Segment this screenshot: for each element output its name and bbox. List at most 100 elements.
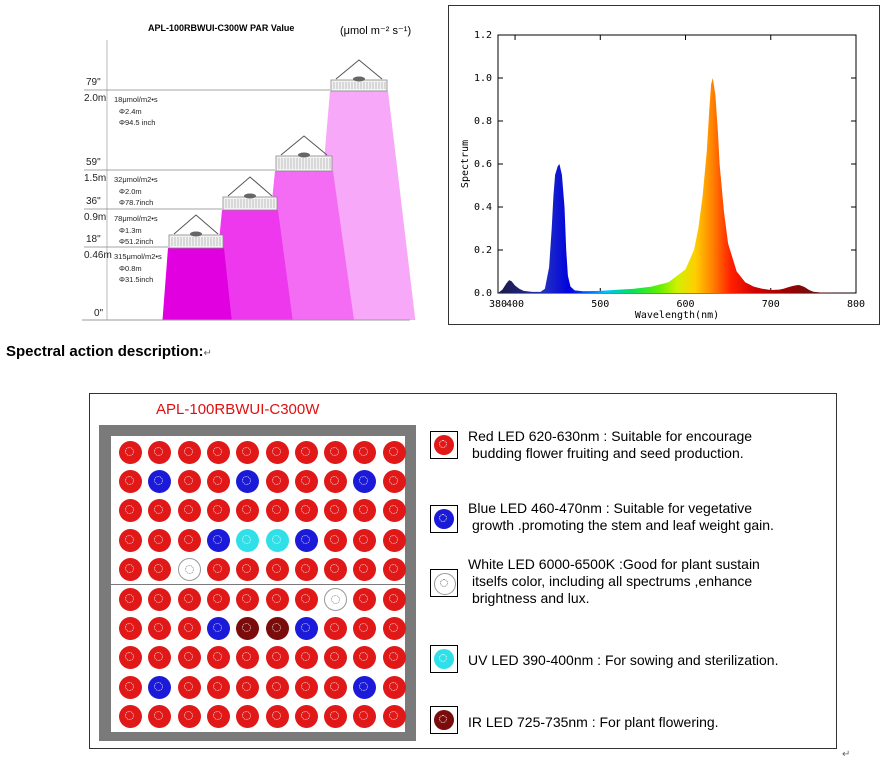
height-m-label: 2.0m: [84, 93, 106, 104]
white-led-legend-swatch: [430, 569, 458, 597]
fixture-hanger: [353, 76, 365, 82]
coverage-diameter-m: Φ1.3m: [119, 226, 142, 235]
red-led: [119, 529, 142, 552]
blue-led: [206, 617, 230, 640]
fixture-hanger: [190, 231, 202, 237]
coverage-diameter-inch: Φ31.5inch: [119, 275, 153, 284]
red-led: [236, 646, 260, 669]
height-inch-label: 36": [86, 196, 101, 207]
y-tick-label: 0.6: [474, 159, 492, 170]
par-value-label: 32μmol/m2•s: [114, 175, 158, 184]
red-led: [236, 588, 260, 611]
red-led: [324, 470, 348, 493]
red-led: [148, 705, 172, 728]
par-value-label: 18μmol/m2•s: [114, 95, 158, 104]
red-led: [177, 617, 201, 640]
red-led: [177, 676, 201, 699]
ir-led: [236, 617, 260, 640]
hanging-wire: [227, 176, 273, 197]
red-led: [148, 588, 172, 611]
y-tick-label: 1.0: [474, 73, 492, 84]
led-panel-title: APL-100RBWUI-C300W: [156, 401, 320, 418]
legend-line: budding flower fruiting and seed product…: [472, 445, 744, 461]
red-led: [206, 705, 230, 728]
y-tick-label: 0.4: [474, 202, 492, 213]
red-led: [148, 529, 172, 552]
red-led: [353, 558, 377, 581]
height-inch-label: 18": [86, 234, 101, 245]
red-led: [324, 529, 348, 552]
red-led: [265, 470, 289, 493]
blue-led-legend-swatch: [430, 505, 458, 533]
white-led-description: White LED 6000-6500K :Good for plant sus…: [468, 556, 760, 607]
red-led: [353, 617, 377, 640]
legend-line: growth .promoting the stem and leaf weig…: [472, 517, 774, 533]
red-led: [148, 441, 172, 464]
coverage-diameter-m: Φ0.8m: [119, 264, 142, 273]
height-m-label: 1.5m: [84, 173, 106, 184]
legend-line: Blue LED 460-470nm : Suitable for vegeta…: [468, 500, 753, 516]
red-led: [382, 646, 406, 669]
red-led: [382, 441, 406, 464]
coverage-diameter-m: Φ2.0m: [119, 187, 142, 196]
y-tick-label: 1.2: [474, 30, 492, 41]
red-led: [177, 646, 201, 669]
red-led: [353, 529, 377, 552]
coverage-diameter-inch: Φ94.5 inch: [119, 118, 155, 127]
red-led: [119, 470, 142, 493]
uv-led-description: UV LED 390-400nm : For sowing and steril…: [468, 652, 778, 669]
red-led: [382, 617, 406, 640]
blue-led: [353, 676, 377, 699]
red-led: [324, 705, 348, 728]
red-led-description: Red LED 620-630nm : Suitable for encoura…: [468, 428, 752, 462]
red-led: [119, 441, 142, 464]
legend-line: UV LED 390-400nm : For sowing and steril…: [468, 652, 779, 668]
legend-line: brightness and lux.: [472, 590, 590, 606]
red-led: [353, 646, 377, 669]
fixture-hanger: [244, 193, 256, 199]
y-tick-label: 0.2: [474, 245, 492, 256]
trailing-return-mark: ↵: [842, 749, 851, 760]
x-tick-label: 700: [762, 299, 780, 310]
par-value-label: 78μmol/m2•s: [114, 214, 158, 223]
x-tick-label: 380: [489, 299, 507, 310]
red-led: [236, 499, 260, 522]
red-led: [294, 588, 318, 611]
hanging-wire: [280, 135, 328, 156]
red-led: [206, 646, 230, 669]
red-led: [265, 588, 289, 611]
red-led: [119, 617, 142, 640]
blue-led: [294, 617, 318, 640]
red-led: [324, 441, 348, 464]
legend-line: IR LED 725-735nm : For plant flowering.: [468, 714, 719, 730]
x-tick-label: 500: [591, 299, 609, 310]
red-led: [177, 470, 201, 493]
red-led: [177, 588, 201, 611]
white-led: [324, 588, 348, 611]
red-led: [382, 499, 406, 522]
x-tick-label: 400: [506, 299, 524, 310]
red-led: [382, 588, 406, 611]
coverage-diameter-m: Φ2.4m: [119, 107, 142, 116]
height-inch-label: 59": [86, 157, 101, 168]
red-led: [206, 499, 230, 522]
red-led-legend-swatch: [430, 431, 458, 459]
red-led: [294, 558, 318, 581]
red-led: [324, 617, 348, 640]
blue-led: [294, 529, 318, 552]
red-led: [177, 499, 201, 522]
ir-led-legend-swatch: [430, 706, 458, 734]
zero-height-label: 0": [94, 308, 104, 319]
red-led: [294, 646, 318, 669]
red-led: [119, 676, 142, 699]
red-led: [382, 558, 406, 581]
red-led: [177, 441, 201, 464]
red-led: [324, 676, 348, 699]
red-led: [206, 588, 230, 611]
red-led: [206, 470, 230, 493]
led-fixture: [330, 79, 388, 92]
spectrum-chart-frame: [448, 5, 880, 325]
red-led: [236, 558, 260, 581]
ir-led-description: IR LED 725-735nm : For plant flowering.: [468, 714, 719, 731]
